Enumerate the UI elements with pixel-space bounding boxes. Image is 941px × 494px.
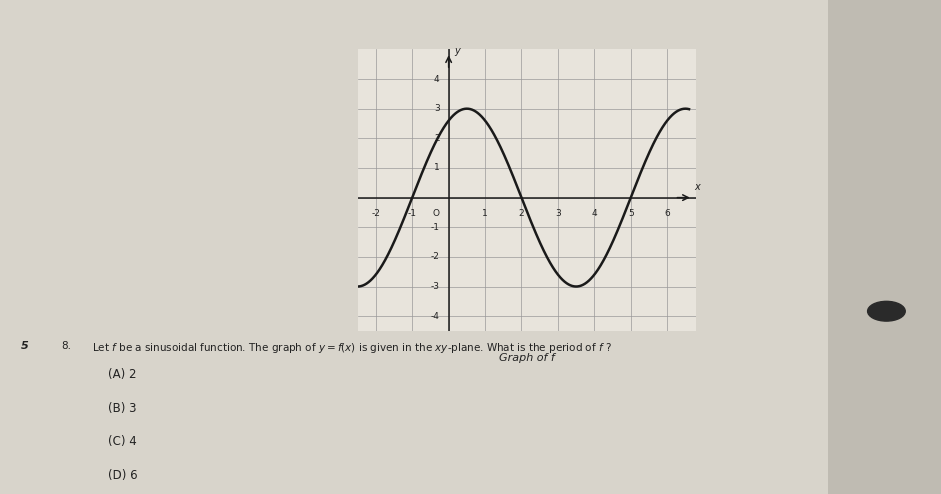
Text: 4: 4	[434, 75, 439, 83]
Bar	[0, 0, 828, 494]
Text: -4: -4	[431, 312, 439, 321]
Text: (B) 3: (B) 3	[108, 402, 136, 414]
Bar	[828, 0, 941, 494]
Text: 3: 3	[434, 104, 439, 113]
Text: O: O	[433, 209, 439, 218]
Text: -2: -2	[372, 209, 380, 218]
Text: 1: 1	[482, 209, 488, 218]
Text: 2: 2	[518, 209, 524, 218]
Text: -1: -1	[431, 223, 439, 232]
Text: y: y	[455, 46, 460, 56]
Text: 5: 5	[628, 209, 633, 218]
Text: (C) 4: (C) 4	[108, 435, 137, 448]
Text: Let $f$ be a sinusoidal function. The graph of $y = f(x)$ is given in the $xy$-p: Let $f$ be a sinusoidal function. The gr…	[92, 341, 613, 355]
Text: 1: 1	[434, 164, 439, 172]
Text: 2: 2	[434, 134, 439, 143]
Text: 5: 5	[21, 341, 28, 351]
Text: 6: 6	[664, 209, 670, 218]
Text: (D) 6: (D) 6	[108, 469, 137, 482]
Text: -3: -3	[431, 282, 439, 291]
Text: Graph of f: Graph of f	[499, 353, 555, 363]
Text: -2: -2	[431, 252, 439, 261]
Text: (A) 2: (A) 2	[108, 368, 136, 381]
Text: 4: 4	[592, 209, 598, 218]
Text: -1: -1	[407, 209, 417, 218]
Text: 8.: 8.	[61, 341, 72, 351]
Text: x: x	[694, 182, 700, 192]
Text: 3: 3	[555, 209, 561, 218]
